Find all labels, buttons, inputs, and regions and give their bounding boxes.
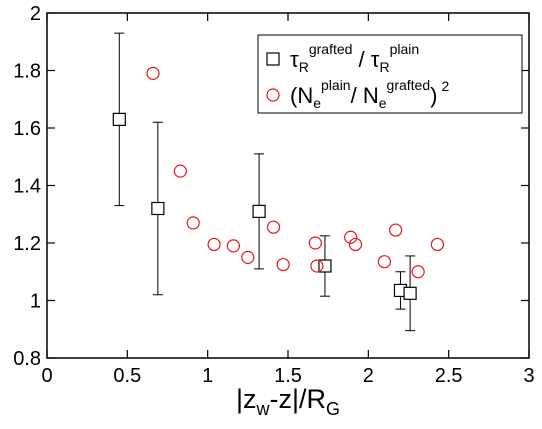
point [151,201,165,216]
point [276,257,290,272]
point [310,259,324,273]
legend-text: e [379,95,387,111]
legend-label: (Neplain/ Negrafted) 2 [290,77,449,111]
point [112,112,126,126]
x-tick-label: 1.5 [274,365,302,387]
y-tick-label: 0.8 [13,348,41,370]
point [344,230,358,244]
legend-label: τRgrafted / τRplain [290,41,419,75]
legend-marker [266,52,280,66]
y-tick-label: 1.8 [13,61,41,83]
point [308,236,322,250]
legend-text: / τ [352,47,379,72]
x-tick-label: 3 [523,365,534,387]
legend-text: / N [351,83,379,108]
x-axis-label: |zw-z|/RG [236,384,340,419]
x-axis-label-part: |z [236,384,257,414]
x-tick-label: 2.5 [435,365,463,387]
legend-text: e [313,95,321,111]
y-tick-label: 1.6 [13,118,41,140]
legend-text: 2 [441,78,449,94]
legend-marker [266,88,280,102]
x-axis-label-part: w [255,399,270,419]
x-tick-label: 1 [202,365,213,387]
marks: 0 0.5 1 1.5 2 2.5 3 0.8 1 1.2 1.4 1.6 1.8 2 [13,3,534,387]
y-tick-label: 1.2 [13,233,41,255]
x-tick-label: 0.5 [113,365,141,387]
x-axis-label-part: -z|/R [269,384,326,414]
point [241,250,255,264]
point [348,237,363,252]
y-tick-label: 2 [30,3,41,25]
point [266,220,281,234]
legend-text: R [299,59,309,75]
legend-text: ) [430,83,437,108]
y-tick-label: 1 [30,291,41,313]
point [411,265,425,279]
legend-box [257,34,523,114]
legend-text: grafted [387,77,431,93]
legend-text: R [379,59,389,75]
point [252,204,266,218]
point [207,237,221,252]
y-tick-label: 1.4 [13,176,41,198]
point [403,286,417,300]
point [226,239,240,253]
point [173,164,187,178]
point [377,255,391,269]
legend-text: (N [290,83,313,108]
legend: τRgrafted / τRplain (Neplain/ Negrafted)… [257,34,523,114]
point [146,66,160,80]
legend-text: plain [321,77,351,93]
legend-text: grafted [309,41,353,57]
x-axis-label-part: G [326,399,340,419]
x-tick-label: 0 [41,365,52,387]
legend-text: τ [290,47,299,72]
legend-text: plain [390,41,420,57]
point [430,237,445,252]
point [389,223,403,237]
point [186,216,200,230]
x-tick-label: 2 [363,365,374,387]
